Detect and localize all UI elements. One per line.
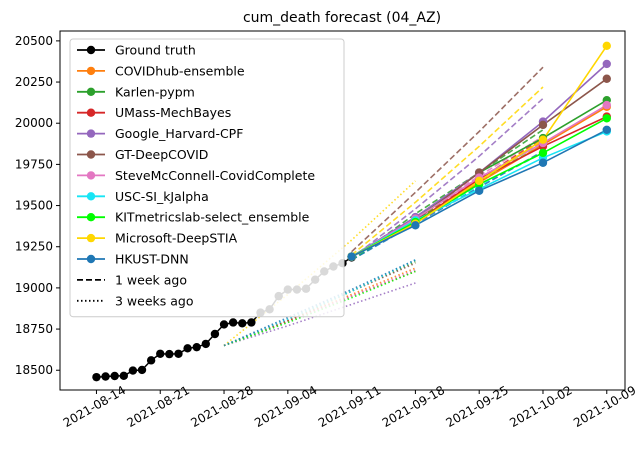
forecast-point xyxy=(474,176,484,186)
ground-truth-point xyxy=(210,329,220,339)
ground-truth-point xyxy=(219,320,229,329)
legend-marker xyxy=(86,45,96,55)
legend-label: Karlen-pypm xyxy=(115,84,195,99)
ground-truth-point xyxy=(110,371,119,381)
ground-truth-point xyxy=(146,356,156,365)
forecast-point xyxy=(538,148,548,158)
legend-marker xyxy=(86,171,96,180)
y-tick-label: 19250 xyxy=(15,240,53,254)
y-tick-label: 18500 xyxy=(15,363,53,377)
forecast-point xyxy=(602,59,611,69)
forecast-line xyxy=(351,78,608,258)
ground-truth-point xyxy=(165,349,174,359)
ground-truth-point xyxy=(174,349,183,358)
legend-marker xyxy=(86,192,96,201)
ground-truth-point xyxy=(137,365,147,375)
ground-truth-point xyxy=(156,349,165,358)
legend-label: SteveMcConnell-CovidComplete xyxy=(115,168,315,183)
y-axis: 18500 18750 19000 19250 19500 19750 20000 20250… xyxy=(15,34,60,377)
legend-label: 1 week ago xyxy=(115,272,187,287)
forecast-point xyxy=(538,158,548,167)
ground-truth-point xyxy=(192,342,201,352)
legend-marker xyxy=(86,66,96,76)
ground-truth-point xyxy=(228,318,238,327)
legend-marker xyxy=(86,254,96,264)
legend-marker xyxy=(86,129,96,138)
legend-label: GT-DeepCOVID xyxy=(115,147,208,162)
legend-box xyxy=(69,38,345,318)
forecast-point xyxy=(474,186,484,195)
one-week-ago-line xyxy=(351,66,544,253)
ground-truth-point xyxy=(238,319,247,328)
y-tick-label: 18750 xyxy=(15,322,53,336)
one-week-ago-line xyxy=(351,97,544,259)
legend-marker xyxy=(86,108,96,117)
legend-label: HKUST-DNN xyxy=(115,252,189,267)
legend-label: 3 weeks ago xyxy=(115,293,194,308)
ground-truth-point xyxy=(247,318,256,327)
legend-marker xyxy=(86,87,96,97)
legend-label: USC-SI_kJalpha xyxy=(115,189,209,204)
forecast-point xyxy=(347,252,356,261)
y-tick-label: 19500 xyxy=(15,199,53,213)
legend: Ground truth COVIDhub-ensemble Karlen-pypm… xyxy=(69,38,345,318)
legend-label: Google_Harvard-CPF xyxy=(115,126,243,141)
y-tick-label: 20250 xyxy=(15,75,53,89)
ground-truth-point xyxy=(183,344,192,353)
legend-label: COVIDhub-ensemble xyxy=(115,63,245,78)
chart-title: cum_death forecast (04_AZ) xyxy=(243,10,441,26)
legend-marker xyxy=(86,213,96,222)
ground-truth-point xyxy=(128,366,138,375)
ground-truth-point xyxy=(201,339,211,349)
plot-frame xyxy=(59,30,626,391)
legend-label: Ground truth xyxy=(115,43,196,58)
forecast-point xyxy=(602,114,611,123)
forecast-point xyxy=(411,221,420,230)
legend-marker xyxy=(86,150,96,159)
ground-truth-point xyxy=(101,372,110,381)
legend-marker xyxy=(86,233,96,243)
forecast-point xyxy=(538,120,548,130)
legend-label: Microsoft-DeepSTIA xyxy=(115,231,238,246)
y-tick-label: 19000 xyxy=(15,281,53,295)
forecast-point xyxy=(602,125,611,135)
legend-label: UMass-MechBayes xyxy=(115,105,231,120)
forecast-point xyxy=(538,135,548,144)
forecast-point xyxy=(602,74,611,83)
forecast-line xyxy=(351,45,608,258)
ground-truth-point xyxy=(119,371,128,381)
legend-label: KITmetricslab-select_ensemble xyxy=(115,210,310,225)
y-tick-label: 19750 xyxy=(15,157,53,171)
one-week-ago-line xyxy=(351,86,544,256)
forecast-point xyxy=(602,100,611,110)
plot-markers xyxy=(92,41,611,382)
y-tick-label: 20000 xyxy=(15,116,53,130)
ground-truth-point xyxy=(92,372,101,382)
forecast-point xyxy=(602,41,611,51)
three-weeks-ago-line xyxy=(223,180,416,347)
y-tick-label: 20500 xyxy=(15,34,53,48)
